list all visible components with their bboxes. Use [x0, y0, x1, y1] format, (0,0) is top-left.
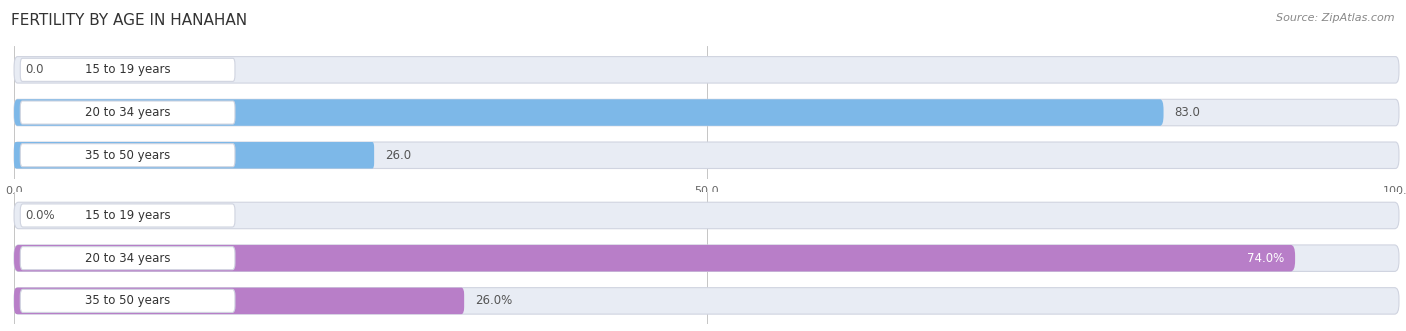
FancyBboxPatch shape [14, 99, 1164, 126]
Text: 20 to 34 years: 20 to 34 years [84, 106, 170, 119]
Text: 35 to 50 years: 35 to 50 years [84, 149, 170, 162]
Text: Source: ZipAtlas.com: Source: ZipAtlas.com [1277, 13, 1395, 23]
FancyBboxPatch shape [14, 288, 1399, 314]
Text: FERTILITY BY AGE IN HANAHAN: FERTILITY BY AGE IN HANAHAN [11, 13, 247, 28]
Text: 83.0: 83.0 [1174, 106, 1201, 119]
FancyBboxPatch shape [14, 142, 374, 168]
Text: 26.0%: 26.0% [475, 294, 512, 307]
FancyBboxPatch shape [20, 101, 235, 124]
FancyBboxPatch shape [20, 58, 235, 81]
FancyBboxPatch shape [20, 247, 235, 270]
FancyBboxPatch shape [14, 202, 1399, 229]
FancyBboxPatch shape [14, 288, 464, 314]
FancyBboxPatch shape [20, 289, 235, 312]
FancyBboxPatch shape [20, 144, 235, 167]
FancyBboxPatch shape [14, 245, 1295, 271]
Text: 15 to 19 years: 15 to 19 years [84, 209, 170, 222]
FancyBboxPatch shape [14, 99, 1399, 126]
Text: 15 to 19 years: 15 to 19 years [84, 63, 170, 76]
FancyBboxPatch shape [20, 204, 235, 227]
Text: 26.0: 26.0 [385, 149, 412, 162]
Text: 0.0%: 0.0% [25, 209, 55, 222]
Text: 74.0%: 74.0% [1247, 252, 1284, 265]
Text: 35 to 50 years: 35 to 50 years [84, 294, 170, 307]
FancyBboxPatch shape [14, 57, 1399, 83]
FancyBboxPatch shape [14, 142, 1399, 168]
FancyBboxPatch shape [14, 245, 1399, 271]
Text: 0.0: 0.0 [25, 63, 44, 76]
Text: 20 to 34 years: 20 to 34 years [84, 252, 170, 265]
